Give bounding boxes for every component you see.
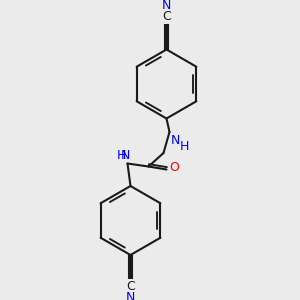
Text: O: O (169, 160, 179, 174)
Text: H: H (180, 140, 189, 152)
Text: C: C (162, 10, 171, 23)
Text: H: H (117, 149, 126, 162)
Text: N: N (162, 0, 171, 12)
Text: N: N (126, 291, 135, 300)
Text: N: N (121, 149, 130, 162)
Text: C: C (126, 280, 135, 293)
Text: N: N (171, 134, 180, 146)
